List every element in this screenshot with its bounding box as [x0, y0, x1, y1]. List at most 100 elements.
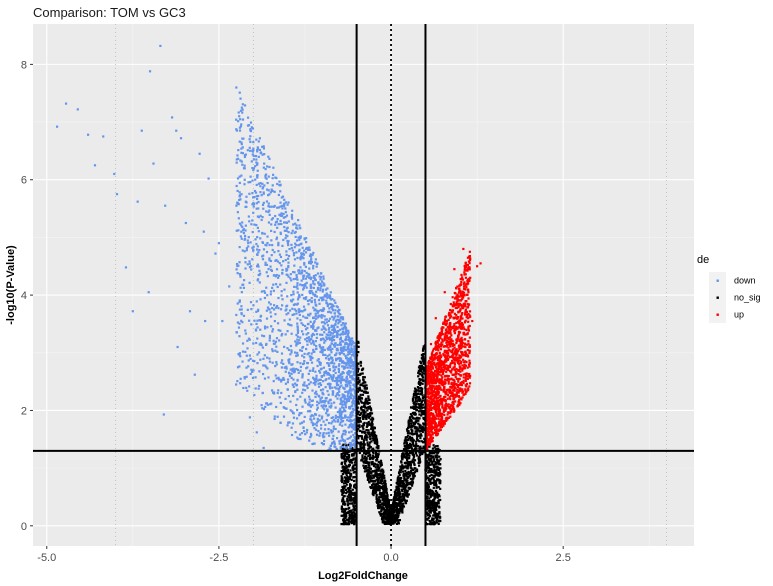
- down-point: [334, 309, 337, 312]
- down-point: [239, 118, 242, 121]
- down-point: [305, 271, 308, 274]
- down-point: [311, 422, 315, 425]
- down-point: [342, 349, 345, 352]
- down-point: [288, 318, 291, 321]
- no-sig-point: [371, 480, 374, 483]
- no-sig-point: [410, 447, 414, 450]
- no-sig-point: [361, 454, 364, 457]
- down-point: [299, 349, 302, 352]
- down-point: [340, 358, 343, 361]
- down-point: [236, 154, 239, 157]
- down-point: [261, 203, 265, 206]
- down-point: [281, 207, 284, 210]
- down-point: [297, 437, 300, 440]
- no-sig-point: [357, 421, 360, 424]
- down-point: [351, 426, 354, 429]
- down-point: [319, 346, 322, 349]
- down-point: [338, 442, 341, 445]
- down-point: [245, 386, 248, 389]
- down-point: [256, 248, 259, 251]
- down-point: [273, 319, 276, 323]
- down-point: [246, 149, 249, 152]
- no-sig-point: [410, 425, 413, 428]
- down-point: [287, 371, 291, 374]
- down-point: [262, 192, 265, 195]
- down-point: [248, 266, 252, 269]
- no-sig-point: [407, 482, 410, 485]
- no-sig-point: [372, 456, 376, 459]
- no-sig-point: [413, 462, 416, 466]
- down-point: [328, 294, 332, 297]
- down-point: [246, 339, 249, 342]
- no-sig-point: [351, 458, 354, 462]
- no-sig-point: [438, 516, 442, 519]
- no-sig-point: [438, 478, 441, 482]
- down-point: [325, 412, 328, 415]
- no-sig-point: [410, 446, 413, 449]
- down-point: [277, 206, 281, 209]
- no-sig-point: [367, 429, 370, 432]
- no-sig-point: [379, 491, 382, 495]
- no-sig-point: [366, 413, 369, 416]
- no-sig-point: [417, 402, 420, 406]
- no-sig-point: [403, 485, 406, 488]
- down-point: [274, 283, 278, 286]
- down-point: [242, 228, 246, 231]
- down-point: [263, 153, 266, 156]
- down-point: [262, 207, 265, 210]
- down-point: [267, 268, 270, 271]
- down-point: [280, 304, 284, 307]
- down-point: [335, 384, 339, 387]
- no-sig-point: [425, 497, 429, 500]
- no-sig-point: [392, 521, 395, 524]
- down-point: [341, 360, 344, 363]
- no-sig-point: [434, 456, 437, 459]
- down-point: [344, 390, 347, 393]
- down-point: [243, 164, 246, 167]
- no-sig-point: [345, 491, 348, 495]
- no-sig-point: [357, 400, 360, 404]
- down-point: [316, 400, 319, 403]
- no-sig-point: [431, 500, 434, 503]
- no-sig-point: [425, 461, 429, 464]
- down-point: [301, 374, 304, 377]
- no-sig-point: [417, 406, 420, 409]
- no-sig-point: [410, 469, 413, 473]
- down-point: [326, 324, 330, 327]
- down-point: [299, 266, 302, 269]
- no-sig-point: [417, 419, 420, 422]
- down-point: [322, 432, 325, 435]
- no-sig-point: [347, 443, 350, 446]
- no-sig-point: [409, 413, 413, 416]
- down-point: [304, 277, 307, 280]
- no-sig-point: [343, 508, 346, 511]
- down-point: [254, 329, 258, 332]
- down-point: [319, 361, 322, 365]
- down-point: [312, 325, 315, 328]
- down-point: [344, 403, 347, 406]
- no-sig-point: [369, 423, 372, 426]
- no-sig-point: [403, 454, 406, 457]
- down-point: [321, 406, 324, 409]
- down-point: [236, 366, 240, 369]
- no-sig-point: [438, 511, 441, 514]
- down-point: [310, 325, 313, 328]
- no-sig-point: [370, 486, 373, 490]
- no-sig-point: [432, 506, 435, 510]
- down-point: [281, 272, 284, 275]
- down-point: [238, 352, 241, 355]
- down-point: [307, 372, 310, 375]
- down-point: [296, 325, 299, 328]
- down-point: [321, 314, 324, 317]
- down-point: [235, 268, 238, 271]
- no-sig-point: [367, 405, 370, 409]
- down-point: [326, 373, 329, 376]
- down-point: [343, 345, 346, 349]
- no-sig-point: [431, 461, 434, 464]
- no-sig-point: [398, 507, 401, 511]
- no-sig-point: [418, 410, 421, 413]
- down-point: [268, 360, 272, 363]
- down-point: [305, 367, 308, 370]
- no-sig-point: [439, 467, 442, 470]
- no-sig-point: [405, 461, 408, 464]
